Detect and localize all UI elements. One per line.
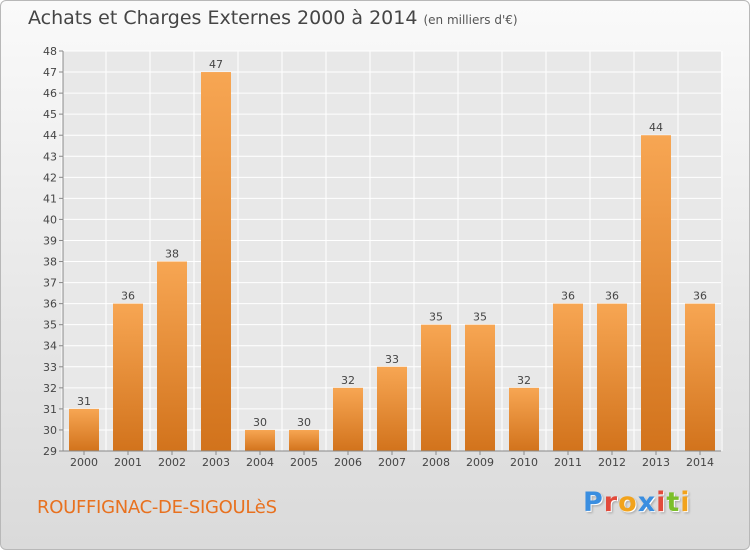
x-tick-label: 2000: [70, 456, 98, 469]
proxiti-logo[interactable]: Proxiti: [583, 487, 691, 518]
bar-2008[interactable]: [421, 324, 451, 451]
data-label: 30: [253, 416, 267, 429]
data-labels: 31 36 38 47 30 30 32 33 35 35 32 36 36 44 36: [77, 58, 707, 429]
y-tick-label: 38: [43, 256, 57, 269]
y-tick-label: 47: [43, 66, 57, 79]
bar-2000[interactable]: [69, 408, 99, 451]
bar-2009[interactable]: [465, 324, 495, 451]
y-tick-label: 45: [43, 108, 57, 121]
x-tick-label: 2008: [422, 456, 450, 469]
y-tick-label: 48: [43, 45, 57, 58]
data-label: 30: [297, 416, 311, 429]
commune-name: ROUFFIGNAC-DE-SIGOULèS: [37, 497, 277, 518]
data-label: 36: [693, 290, 707, 303]
data-label: 33: [385, 353, 399, 366]
data-label: 35: [429, 311, 443, 324]
bar-2011[interactable]: [553, 303, 583, 451]
x-tick-label: 2002: [158, 456, 186, 469]
data-label: 38: [165, 248, 179, 261]
y-tick-label: 33: [43, 361, 57, 374]
bar-2004[interactable]: [245, 429, 275, 451]
y-tick-label: 41: [43, 192, 57, 205]
y-tick-label: 31: [43, 403, 57, 416]
chart-subtitle: (en milliers d'€): [423, 13, 518, 27]
x-tick-label: 2009: [466, 456, 494, 469]
data-label: 36: [561, 290, 575, 303]
data-label: 36: [121, 290, 135, 303]
data-label: 31: [77, 395, 91, 408]
x-tick-label: 2010: [510, 456, 538, 469]
bar-2012[interactable]: [597, 303, 627, 451]
bar-2001[interactable]: [113, 303, 143, 451]
bar-2014[interactable]: [685, 303, 715, 451]
x-tick-label: 2004: [246, 456, 274, 469]
x-tick-label: 2006: [334, 456, 362, 469]
y-tick-label: 35: [43, 319, 57, 332]
bar-2002[interactable]: [157, 261, 187, 451]
data-label: 36: [605, 290, 619, 303]
x-tick-label: 2001: [114, 456, 142, 469]
y-tick-label: 36: [43, 298, 57, 311]
x-tick-label: 2011: [554, 456, 582, 469]
bar-2010[interactable]: [509, 387, 539, 451]
bar-chart: 29 30 31 32 33 34 35 36 37 38 39 40 41 42 43 44 45 46 47 48…: [43, 45, 723, 469]
data-label: 44: [649, 121, 663, 134]
data-label: 32: [341, 374, 355, 387]
x-tick-label: 2005: [290, 456, 318, 469]
x-tick-label: 2007: [378, 456, 406, 469]
y-tick-label: 43: [43, 150, 57, 163]
x-tick-label: 2014: [686, 456, 714, 469]
data-label: 35: [473, 311, 487, 324]
bar-2005[interactable]: [289, 429, 319, 451]
y-tick-label: 30: [43, 424, 57, 437]
y-tick-label: 46: [43, 87, 57, 100]
y-tick-label: 42: [43, 171, 57, 184]
data-label: 32: [517, 374, 531, 387]
y-tick-label: 40: [43, 213, 57, 226]
x-tick-label: 2003: [202, 456, 230, 469]
y-tick-label: 34: [43, 340, 57, 353]
bar-2013[interactable]: [641, 135, 671, 452]
x-tick-label: 2012: [598, 456, 626, 469]
bar-2003[interactable]: [201, 72, 231, 451]
axes: 29 30 31 32 33 34 35 36 37 38 39 40 41 42 43 44 45 46 47 48…: [43, 45, 721, 469]
chart-title: Achats et Charges Externes 2000 à 2014 (e…: [28, 7, 518, 29]
y-tick-label: 44: [43, 129, 57, 142]
y-tick-label: 32: [43, 382, 57, 395]
bar-2007[interactable]: [377, 366, 407, 451]
bars: [69, 72, 715, 452]
data-label: 47: [209, 58, 223, 71]
y-tick-label: 29: [43, 445, 57, 458]
y-tick-label: 39: [43, 234, 57, 247]
y-tick-label: 37: [43, 277, 57, 290]
bar-2006[interactable]: [333, 387, 363, 451]
x-tick-label: 2013: [642, 456, 670, 469]
